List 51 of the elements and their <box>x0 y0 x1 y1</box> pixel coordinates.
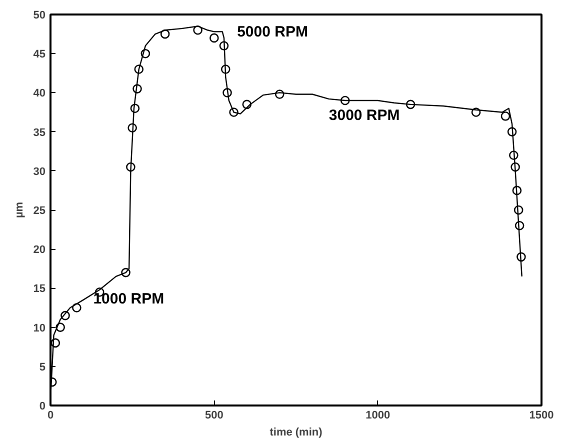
x-axis-title: time (min) <box>270 426 323 438</box>
point <box>500 112 510 121</box>
x-tick-label: 1000 <box>366 410 390 422</box>
point <box>220 64 230 74</box>
y-tick-label: 10 <box>33 322 46 334</box>
x-tick-label: 1500 <box>529 410 554 422</box>
y-tick-label: 15 <box>33 283 46 296</box>
point <box>219 41 229 50</box>
point <box>193 26 202 35</box>
point <box>128 123 137 133</box>
point <box>126 162 136 172</box>
y-tick-label: 20 <box>33 244 46 256</box>
y-tick-label: 0 <box>39 400 46 412</box>
annotation: 3000 RPM <box>328 106 400 124</box>
y-tick-label: 50 <box>33 10 46 22</box>
point <box>50 338 60 348</box>
annotation: 1000 RPM <box>93 290 164 308</box>
point <box>160 29 170 39</box>
point <box>222 88 232 98</box>
y-axis-title: µm <box>13 202 26 218</box>
point <box>512 186 522 196</box>
point <box>56 322 65 332</box>
point <box>60 310 70 320</box>
point <box>229 108 238 117</box>
point <box>340 96 350 106</box>
point <box>514 205 524 215</box>
point <box>132 84 142 94</box>
point <box>242 100 252 110</box>
point <box>134 64 144 74</box>
y-tick-label: 25 <box>33 205 46 217</box>
y-tick-label: 5 <box>39 361 46 374</box>
point <box>140 48 150 58</box>
y-tick-label: 35 <box>33 126 46 139</box>
point <box>130 104 140 113</box>
point <box>121 268 130 278</box>
point <box>509 150 518 160</box>
point <box>471 108 481 117</box>
point <box>210 33 219 43</box>
point <box>274 90 284 99</box>
annotation: 5000 RPM <box>237 24 308 41</box>
y-tick-label: 30 <box>33 166 46 178</box>
x-tick-label: 500 <box>204 410 224 422</box>
point <box>72 303 82 312</box>
point <box>507 127 517 136</box>
point <box>514 221 524 230</box>
point <box>516 252 526 262</box>
point <box>510 162 520 172</box>
point <box>406 100 416 110</box>
y-tick-label: 45 <box>33 48 46 61</box>
y-tick-label: 40 <box>33 88 46 100</box>
x-tick-label: 0 <box>47 410 54 422</box>
